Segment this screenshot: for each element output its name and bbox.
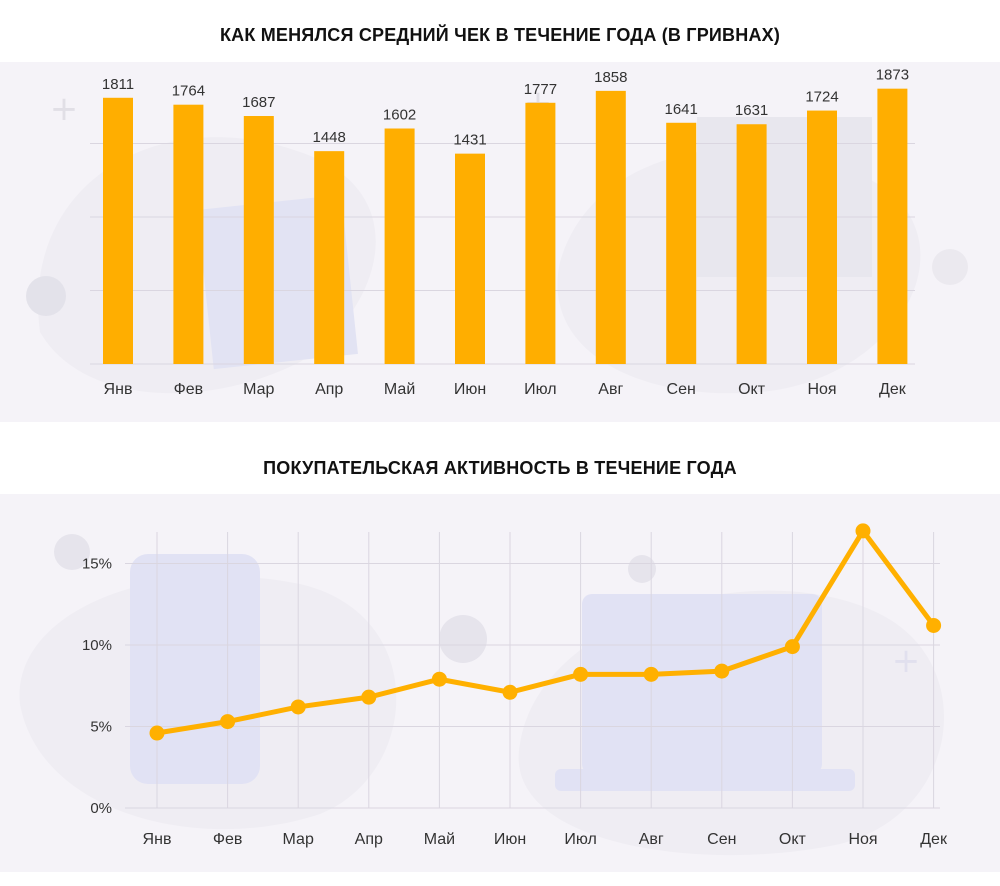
bar-chart-grid — [90, 143, 915, 365]
x-tick-label: Июл — [524, 381, 556, 398]
x-tick-label: Июн — [454, 381, 486, 398]
bar-chart-panel: ++ 1811Янв1764Фев1687Мар1448Апр1602Май14… — [0, 62, 1000, 422]
bar — [736, 124, 767, 364]
data-point — [855, 523, 871, 539]
bar-value-label: 1602 — [383, 107, 416, 124]
y-tick-label: 10% — [82, 637, 112, 654]
data-point — [431, 671, 447, 687]
bar-chart-bars — [103, 88, 908, 365]
bar-value-label: 1858 — [594, 69, 627, 86]
x-tick-label: Авг — [598, 381, 623, 398]
line-chart-panel: + 0% 5% 10% 15% Янв Фев Мар Апр Май Июн Июл Авг Сен О… — [0, 494, 1000, 872]
x-tick-label: Апр — [315, 381, 343, 398]
y-tick-label: 0% — [90, 800, 112, 817]
x-tick-label: Янв — [104, 381, 133, 398]
x-tick-label: Сен — [707, 831, 736, 848]
bar-value-label: 1448 — [313, 129, 346, 146]
line-chart-series — [149, 523, 942, 741]
line-chart-title: ПОКУПАТЕЛЬСКАЯ АКТИВНОСТЬ В ТЕЧЕНИЕ ГОДА — [263, 458, 737, 478]
y-tick-label: 5% — [90, 719, 112, 736]
bar-value-label: 1641 — [665, 101, 698, 118]
x-tick-label: Июл — [564, 831, 596, 848]
bar — [666, 122, 697, 364]
x-tick-label: Авг — [639, 831, 664, 848]
x-tick-label: Май — [384, 381, 415, 398]
bar-value-label: 1764 — [172, 83, 205, 100]
bar-value-label: 1687 — [242, 94, 275, 111]
shop-illustration — [582, 594, 822, 774]
x-tick-label: Апр — [355, 831, 383, 848]
calendar-illustration — [697, 117, 872, 277]
bar — [173, 104, 204, 364]
like-bubble-icon — [54, 534, 90, 570]
data-point — [714, 663, 730, 679]
x-tick-label: Окт — [738, 381, 766, 398]
x-tick-label: Фев — [174, 381, 204, 398]
data-point — [502, 684, 518, 700]
question-bubble-icon — [932, 249, 968, 285]
line-chart-svg: + 0% 5% 10% 15% Янв Фев Мар Апр Май Июн Июл Авг Сен О… — [19, 523, 948, 856]
data-point — [784, 639, 800, 655]
bar — [877, 88, 908, 364]
x-tick-label: Сен — [667, 381, 696, 398]
bar-value-label: 1777 — [524, 81, 557, 98]
bar-value-label: 1724 — [805, 89, 838, 106]
shop-illustration — [555, 769, 855, 791]
data-point — [149, 725, 165, 741]
bar-chart-title: КАК МЕНЯЛСЯ СРЕДНИЙ ЧЕК В ТЕЧЕНИЕ ГОДА (… — [219, 25, 781, 45]
bar-value-label: 1811 — [102, 76, 134, 93]
like-bubble-icon — [26, 276, 66, 316]
bar — [314, 151, 345, 364]
phone-shop-illustration — [130, 554, 260, 784]
bar-value-label: 1431 — [453, 132, 486, 149]
bar — [384, 128, 415, 364]
x-tick-label: Мар — [243, 381, 274, 398]
x-tick-label: Янв — [143, 831, 172, 848]
bar — [103, 97, 133, 364]
bar — [243, 116, 274, 364]
bar-value-label: 1873 — [876, 67, 909, 84]
bar-chart-labels: 1811 Янв 1764 Фев 1687 Мар 1448 Апр 1602 Май 1431 И… — [102, 67, 909, 398]
x-tick-label: Ноя — [807, 381, 836, 398]
data-point — [573, 666, 589, 682]
x-tick-label: Июн — [494, 831, 526, 848]
y-tick-label: 15% — [82, 556, 112, 573]
bar — [525, 102, 556, 364]
question-bubble-icon — [628, 555, 656, 583]
data-point — [220, 714, 236, 730]
x-tick-label: Фев — [213, 831, 243, 848]
bar — [595, 90, 626, 365]
data-point — [926, 617, 942, 633]
data-point — [361, 689, 377, 705]
plus-icon: + — [892, 641, 921, 681]
bar-value-label: 1631 — [735, 102, 768, 119]
plus-icon: + — [50, 89, 79, 129]
bar — [807, 110, 837, 365]
x-tick-label: Ноя — [848, 831, 877, 848]
bar — [455, 153, 485, 364]
x-tick-label: Май — [424, 831, 455, 848]
data-point — [290, 699, 306, 715]
series-line — [154, 528, 937, 736]
background-illustration: + — [19, 534, 945, 856]
x-tick-label: Окт — [779, 831, 807, 848]
like-bubble-icon — [439, 615, 487, 663]
x-tick-label: Мар — [283, 831, 314, 848]
line-chart-labels: 0% 5% 10% 15% Янв Фев Мар Апр Май Июн Июл Авг Сен Окт… — [82, 556, 948, 849]
x-tick-label: Дек — [879, 381, 907, 398]
bar-chart-svg: ++ 1811Янв1764Фев1687Мар1448Апр1602Май14… — [26, 67, 968, 398]
data-point — [643, 666, 659, 682]
x-tick-label: Дек — [920, 831, 948, 848]
